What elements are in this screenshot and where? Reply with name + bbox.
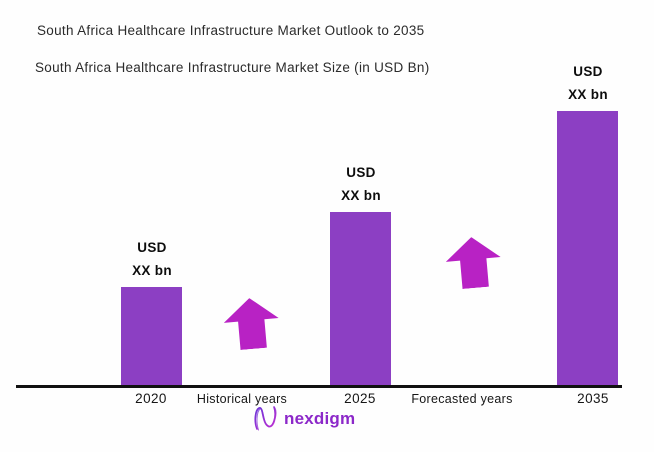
chart-title: South Africa Healthcare Infrastructure M…: [37, 23, 425, 38]
x-label-2025: 2025: [344, 391, 376, 406]
bar-value-line1: USD: [137, 240, 167, 255]
bar-value-label-2035: USD XX bn: [533, 60, 643, 106]
bar-value-line2: XX bn: [568, 87, 608, 102]
bar-value-line2: XX bn: [341, 188, 381, 203]
nexdigm-logo: nexdigm: [253, 404, 355, 433]
x-axis-line: [16, 385, 622, 388]
chart-subtitle: South Africa Healthcare Infrastructure M…: [35, 60, 430, 75]
growth-arrow-icon: [222, 296, 281, 352]
x-label-2020: 2020: [135, 391, 167, 406]
x-label-2035: 2035: [577, 391, 609, 406]
nexdigm-n-swirl-icon: [254, 406, 277, 431]
bar-2020: [121, 287, 182, 385]
bar-value-label-2020: USD XX bn: [97, 236, 207, 282]
bar-value-line2: XX bn: [132, 263, 172, 278]
bar-2035: [557, 111, 618, 385]
historical-years-label: Historical years: [196, 392, 288, 406]
nexdigm-logo-text: nexdigm: [284, 408, 356, 428]
bar-value-line1: USD: [346, 165, 376, 180]
bar-value-label-2025: USD XX bn: [306, 161, 416, 207]
bar-value-line1: USD: [573, 64, 603, 79]
growth-arrow-icon: [444, 235, 503, 291]
bar-2025: [330, 212, 391, 385]
forecasted-years-label: Forecasted years: [411, 392, 513, 406]
